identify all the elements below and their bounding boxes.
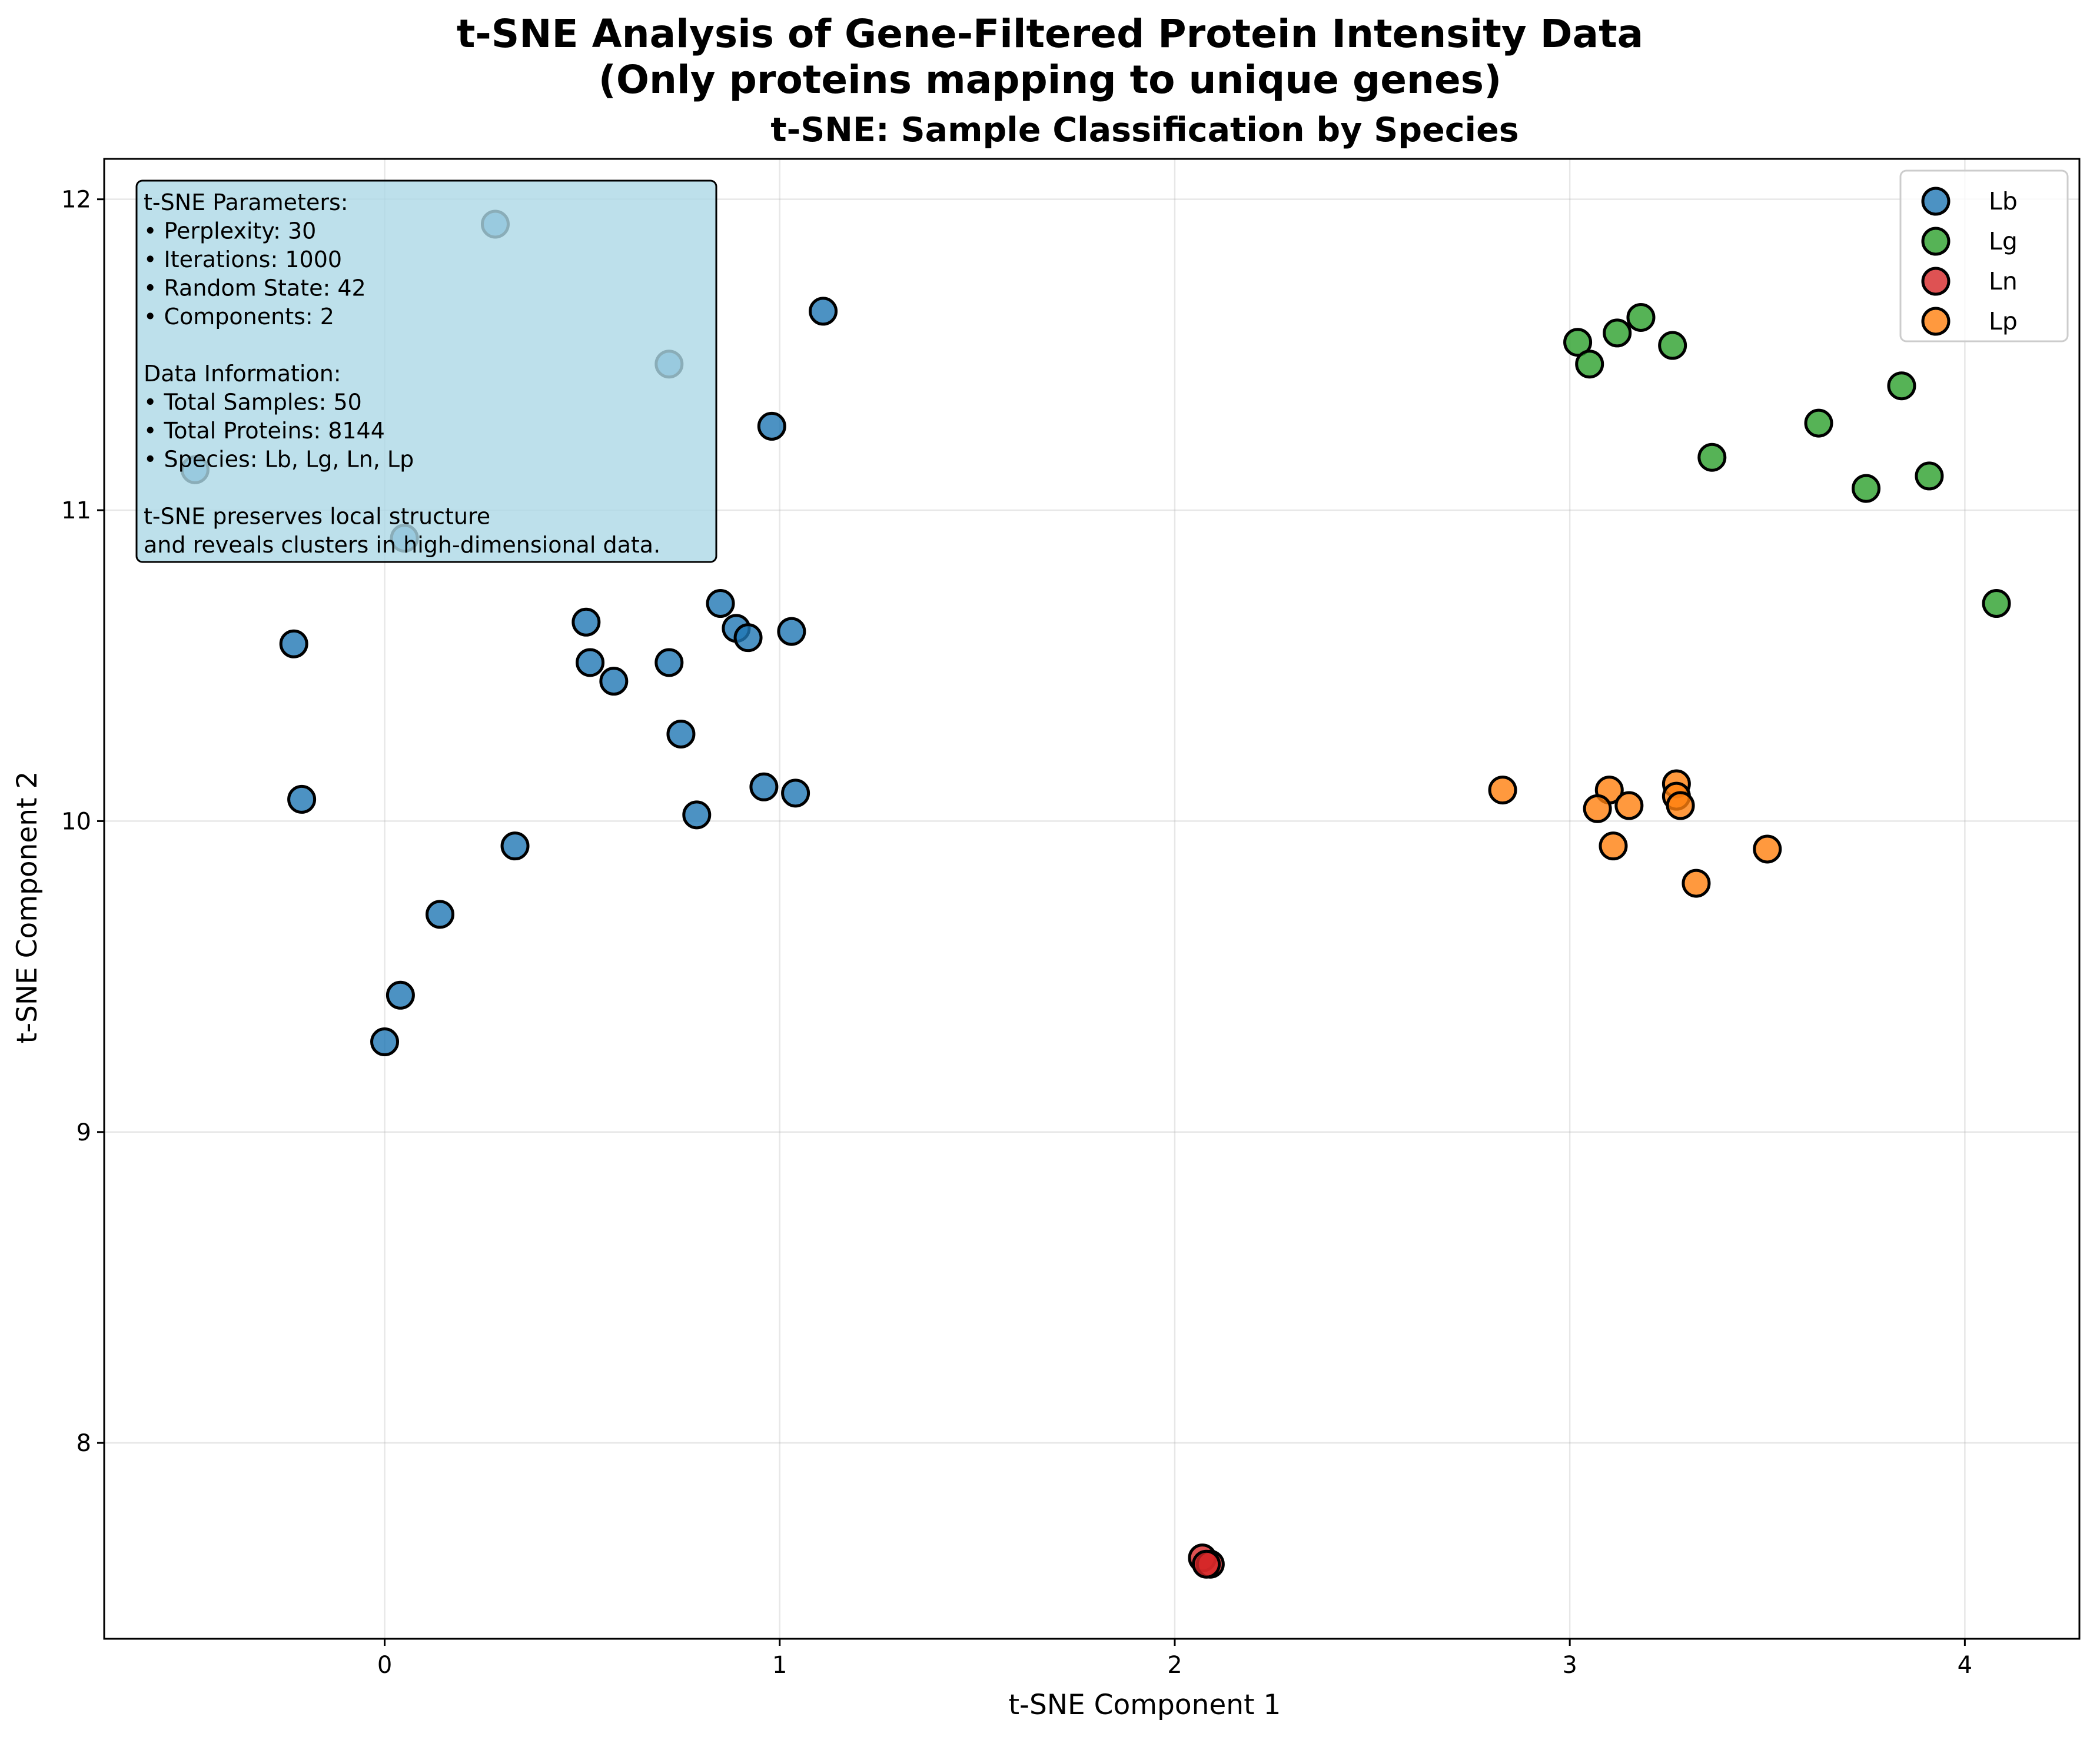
point-lb	[576, 648, 605, 677]
legend-marker-lg	[1921, 227, 1951, 256]
y-tick-label: 10	[61, 808, 91, 835]
point-lp	[1614, 791, 1644, 820]
point-ln	[1192, 1549, 1221, 1579]
axes-title: t-SNE: Sample Classification by Species	[770, 111, 1518, 149]
legend-label-ln: Ln	[1989, 267, 2018, 295]
x-axis-label: t-SNE Component 1	[1009, 1689, 1281, 1721]
legend: Lb Lg Ln Lp	[1899, 169, 2069, 342]
point-lg	[1626, 302, 1656, 332]
point-lg	[1982, 589, 2011, 618]
point-lb	[500, 831, 530, 861]
x-tick-label: 0	[377, 1652, 392, 1679]
point-lb	[386, 980, 415, 1010]
point-lb	[654, 648, 684, 677]
legend-label-lg: Lg	[1989, 227, 2018, 255]
y-tick-label: 12	[61, 187, 91, 214]
info-box-line: t-SNE Parameters:	[144, 189, 348, 215]
point-lg	[1852, 474, 1881, 503]
point-lb	[666, 719, 696, 748]
point-lg	[1658, 331, 1687, 360]
point-lb	[733, 623, 763, 653]
info-box-line: and reveals clusters in high-dimensional…	[144, 532, 660, 558]
point-lb	[706, 589, 735, 618]
y-tick-label: 8	[77, 1430, 91, 1457]
point-lb	[809, 297, 838, 326]
x-tick-label: 3	[1562, 1652, 1577, 1679]
info-box-line: • Random State: 42	[144, 275, 366, 301]
point-lb	[426, 900, 455, 929]
y-tick-label: 9	[77, 1119, 91, 1146]
legend-marker-ln	[1921, 267, 1951, 296]
legend-label-lb: Lb	[1989, 187, 2018, 215]
point-lp	[1666, 791, 1695, 820]
point-lp	[1599, 831, 1628, 861]
plot-border	[103, 158, 2081, 1640]
point-lb	[287, 784, 317, 814]
info-box-line: • Perplexity: 30	[144, 218, 316, 244]
point-lb	[682, 800, 712, 830]
point-lg	[1887, 371, 1916, 401]
point-lb	[757, 411, 786, 441]
point-lb	[599, 667, 629, 696]
y-axis-label: t-SNE Component 2	[11, 771, 44, 1044]
point-lb	[749, 772, 779, 801]
legend-label-lp: Lp	[1989, 307, 2018, 335]
figure-title-line-2: (Only proteins mapping to unique genes)	[599, 57, 1501, 102]
info-box-line: Data Information:	[144, 361, 341, 387]
info-box-background	[135, 179, 717, 563]
x-tick-label: 4	[1958, 1652, 1972, 1679]
axes-frame	[103, 158, 2081, 1640]
point-lb	[571, 607, 601, 637]
legend-marker-lb	[1921, 187, 1951, 216]
point-lg	[1575, 350, 1604, 379]
info-box-line: • Total Samples: 50	[144, 390, 362, 415]
info-box-line: • Iterations: 1000	[144, 247, 342, 272]
point-lg	[1563, 328, 1593, 357]
figure-title-line-1: t-SNE Analysis of Gene-Filtered Protein …	[457, 11, 1643, 56]
info-box-line: • Species: Lb, Lg, Ln, Lp	[144, 447, 414, 473]
point-lb	[781, 778, 810, 808]
info-box-line: t-SNE preserves local structure	[144, 504, 490, 530]
info-box-line: • Total Proteins: 8144	[144, 418, 385, 444]
info-box: t-SNE Parameters: • Perplexity: 30 • Itera…	[135, 179, 717, 563]
info-box-line: • Components: 2	[144, 304, 334, 330]
point-lb	[370, 1027, 400, 1057]
grid	[104, 159, 2079, 1639]
point-lg	[1915, 461, 1944, 491]
point-lb	[777, 617, 806, 646]
point-lp	[1753, 834, 1782, 864]
point-lp	[1488, 776, 1517, 805]
point-lg	[1697, 443, 1727, 472]
point-lb	[279, 629, 308, 658]
point-lp	[1682, 869, 1711, 898]
y-tick-label: 11	[61, 497, 91, 524]
point-lp	[1583, 794, 1612, 823]
point-lg	[1804, 408, 1833, 438]
x-tick-label: 2	[1167, 1652, 1182, 1679]
point-lg	[1603, 318, 1632, 348]
legend-marker-lp	[1921, 307, 1951, 336]
x-tick-label: 1	[772, 1652, 787, 1679]
